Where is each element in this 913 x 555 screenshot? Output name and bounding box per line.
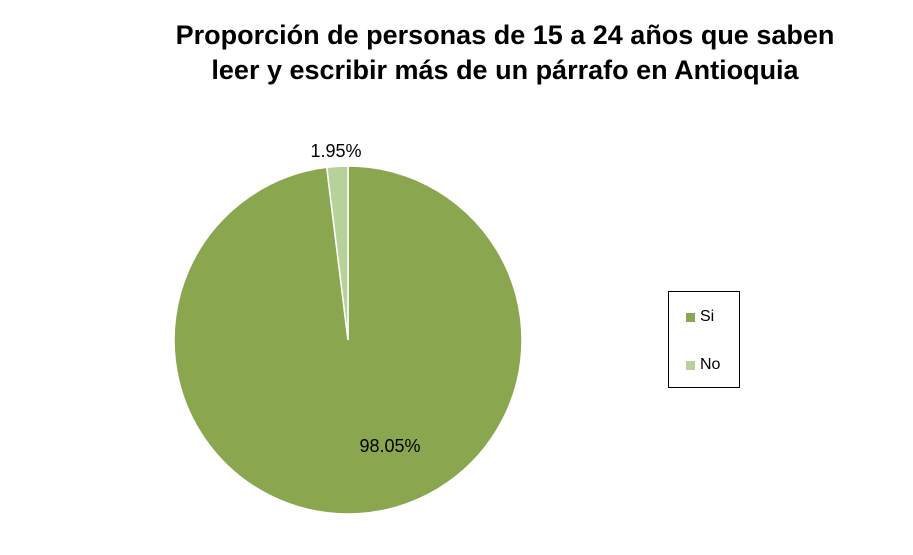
legend-item-no: No (686, 355, 720, 375)
legend-swatch-si (686, 312, 695, 322)
data-label-si: 98.05% (359, 436, 420, 456)
chart-title: Proporción de personas de 15 a 24 años q… (100, 18, 910, 88)
legend-label-si: Si (700, 308, 715, 325)
chart-title-line-1: Proporción de personas de 15 a 24 años q… (175, 20, 835, 50)
chart-title-line-2: leer y escribir más de un párrafo en Ant… (211, 55, 799, 85)
legend-label-no: No (700, 356, 721, 373)
legend-swatch-no (686, 360, 695, 370)
data-label-no: 1.95% (310, 141, 361, 161)
legend: Si No (668, 291, 740, 388)
pie-slice-no (325, 165, 349, 341)
legend-item-si: Si (686, 307, 714, 327)
